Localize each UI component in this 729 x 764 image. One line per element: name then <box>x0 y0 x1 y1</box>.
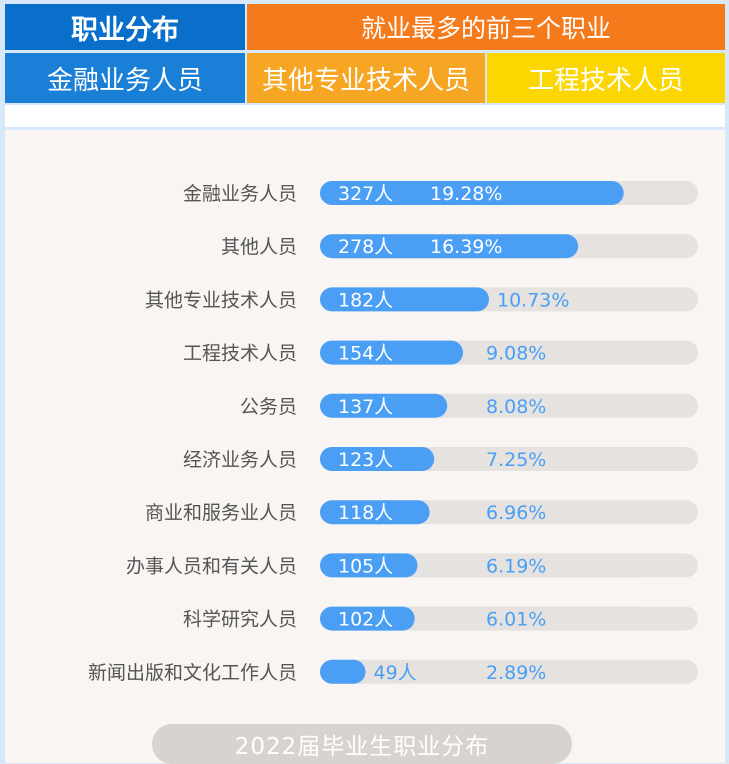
count-label: 118人 <box>338 502 393 524</box>
percent-label: 7.25% <box>486 449 546 471</box>
bar <box>320 287 489 312</box>
bar <box>320 659 366 684</box>
bar <box>320 181 624 205</box>
percent-label: 6.01% <box>486 609 546 631</box>
percent-label: 16.39% <box>430 236 502 258</box>
bar <box>320 606 415 631</box>
top3-third: 工程技术人员 <box>487 53 725 103</box>
category-label: 商业和服务业人员 <box>145 502 297 524</box>
bar <box>320 393 448 418</box>
category-label: 其他专业技术人员 <box>145 289 297 311</box>
count-label: 49人 <box>374 662 417 684</box>
count-label: 123人 <box>338 449 393 471</box>
category-label: 经济业务人员 <box>183 449 297 471</box>
chart-title: 2022届毕业生职业分布 <box>152 724 572 764</box>
bar <box>320 553 418 578</box>
percent-label: 9.08% <box>486 343 546 365</box>
header-row-title: 职业分布 就业最多的前三个职业 <box>5 4 725 50</box>
category-label: 科学研究人员 <box>183 609 297 631</box>
bar <box>320 500 430 525</box>
percent-label: 8.08% <box>486 396 546 418</box>
count-label: 137人 <box>338 396 393 418</box>
bar <box>320 447 435 471</box>
count-label: 154人 <box>338 343 393 365</box>
bar-track <box>320 659 698 684</box>
bar <box>320 234 579 259</box>
top3-second: 其他专业技术人员 <box>247 53 485 103</box>
count-label: 105人 <box>338 555 393 577</box>
count-label: 102人 <box>338 609 393 631</box>
bar-track <box>320 606 698 631</box>
panel-spacer <box>5 105 725 127</box>
category-label: 金融业务人员 <box>183 183 297 205</box>
section-title: 职业分布 <box>5 4 245 50</box>
category-label: 其他人员 <box>221 236 297 258</box>
category-label: 工程技术人员 <box>183 343 297 365</box>
count-label: 182人 <box>338 289 393 311</box>
percent-label: 10.73% <box>497 289 569 311</box>
percent-label: 6.96% <box>486 502 546 524</box>
category-label: 新闻出版和文化工作人员 <box>88 662 297 684</box>
count-label: 327人 <box>338 183 393 205</box>
top3-first: 金融业务人员 <box>5 53 245 103</box>
bar <box>320 340 464 365</box>
percent-label: 6.19% <box>486 555 546 577</box>
top3-caption: 就业最多的前三个职业 <box>247 4 725 50</box>
count-label: 278人 <box>338 236 393 258</box>
percent-label: 19.28% <box>430 183 502 205</box>
category-label: 公务员 <box>240 396 297 418</box>
header-row-top3: 金融业务人员 其他专业技术人员 工程技术人员 <box>5 53 725 103</box>
category-label: 办事人员和有关人员 <box>126 555 297 577</box>
percent-label: 2.89% <box>486 662 546 684</box>
